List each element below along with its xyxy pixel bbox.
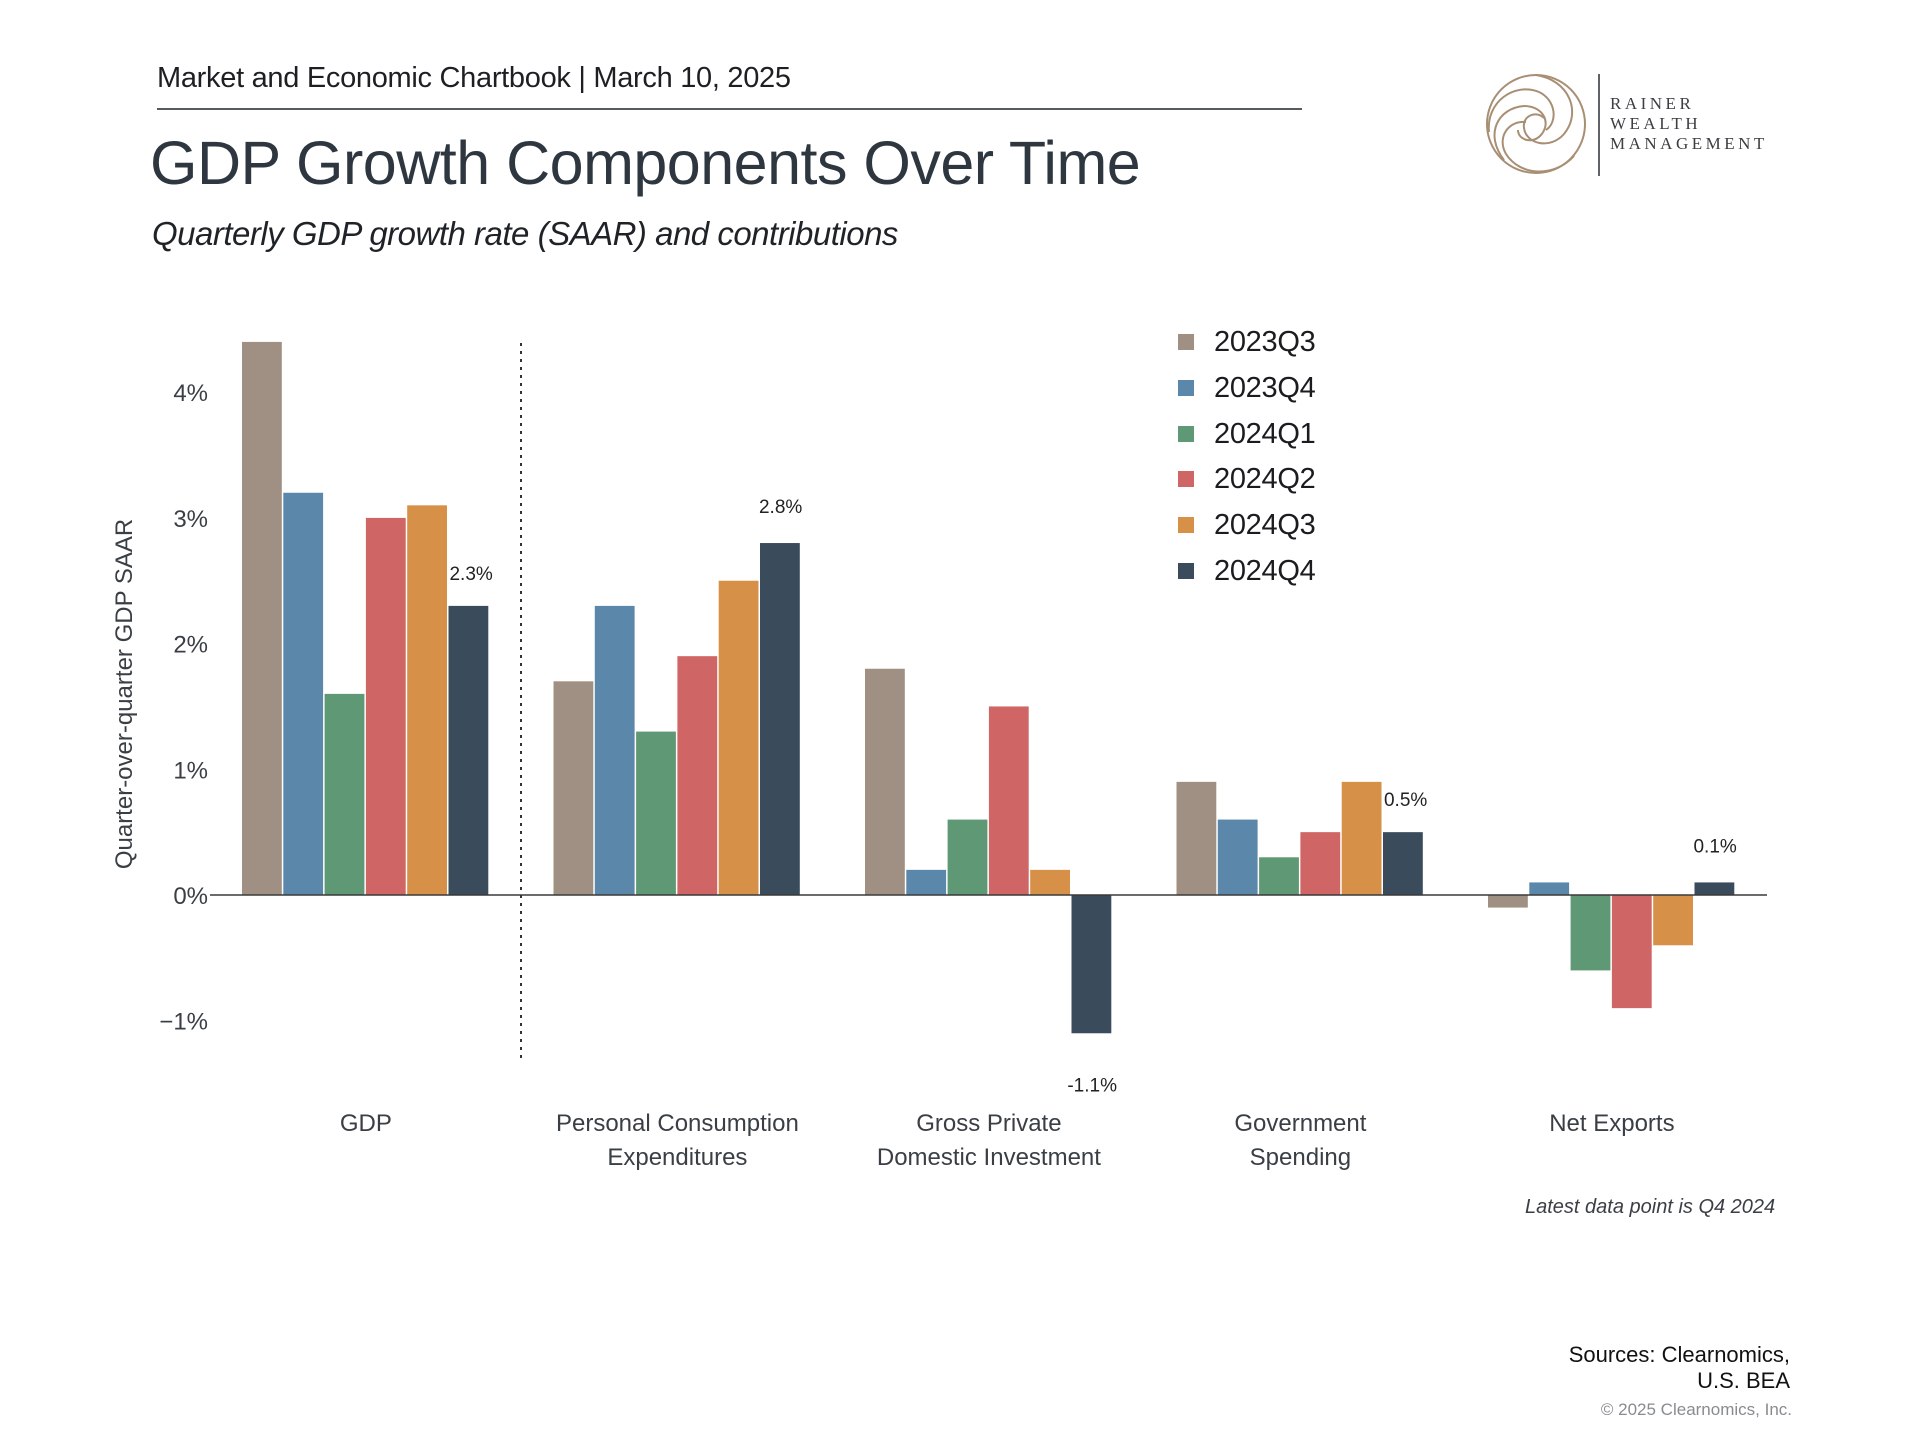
company-logo: RAINER WEALTH MANAGEMENT: [1484, 72, 1784, 182]
legend-item-2024q1: 2024Q1: [1178, 414, 1316, 454]
y-tick-label: 3%: [173, 506, 208, 533]
bar-2023q3-3: [1176, 781, 1217, 895]
header-divider: [157, 108, 1302, 110]
legend-label: 2024Q2: [1214, 462, 1316, 495]
legend-label: 2023Q3: [1214, 325, 1316, 358]
x-category-label: Expenditures: [607, 1144, 747, 1171]
bar-2024q1-4: [1570, 895, 1611, 971]
copyright: © 2025 Clearnomics, Inc.: [1600, 1400, 1792, 1419]
y-tick-label: 2%: [173, 632, 208, 659]
logo-text-line-1: RAINER: [1610, 94, 1695, 113]
legend-item-2024q2: 2024Q2: [1178, 459, 1316, 499]
page-title: GDP Growth Components Over Time: [150, 129, 1141, 197]
y-axis-ticks: −1% 0% 1% 2% 3% 4%: [159, 380, 208, 1035]
x-axis-category-labels: GDP Personal Consumption Expenditures Gross…: [340, 1110, 1675, 1171]
bar-2024q4-0: [448, 605, 489, 895]
data-label: 2.8%: [759, 497, 802, 518]
data-label: 0.5%: [1384, 790, 1427, 811]
legend-swatch: [1178, 471, 1194, 487]
logo-text-line-3: MANAGEMENT: [1610, 134, 1768, 153]
bar-2024q1-0: [324, 693, 365, 895]
data-label: -1.1%: [1067, 1075, 1117, 1096]
legend-label: 2024Q3: [1214, 508, 1316, 541]
legend-swatch: [1178, 334, 1194, 350]
sources-line-2: U.S. BEA: [1697, 1368, 1790, 1393]
bar-2024q4-3: [1383, 832, 1423, 895]
x-category-label: GDP: [340, 1110, 392, 1137]
sources: Sources: Clearnomics, U.S. BEA: [1569, 1342, 1790, 1394]
bar-2024q2-2: [988, 706, 1029, 895]
bar-2024q3-0: [407, 505, 447, 895]
bar-2024q4-2: [1071, 895, 1112, 1034]
legend-label: 2024Q1: [1214, 417, 1316, 450]
legend-swatch: [1178, 380, 1194, 396]
x-category-label: Personal Consumption: [556, 1110, 799, 1137]
bar-2024q3-3: [1341, 781, 1382, 895]
legend-swatch: [1178, 563, 1194, 579]
bar-2024q2-4: [1611, 895, 1652, 1009]
bar-2023q3-4: [1488, 895, 1528, 908]
x-category-label: Net Exports: [1549, 1110, 1674, 1137]
bar-2023q4-2: [906, 869, 947, 895]
bar-2024q3-1: [718, 580, 759, 895]
sources-line-1: Sources: Clearnomics,: [1568, 1342, 1790, 1367]
bar-2024q1-3: [1259, 857, 1299, 895]
x-category-label: Gross Private: [916, 1110, 1061, 1137]
x-category-label: Domestic Investment: [877, 1144, 1101, 1171]
latest-data-note: Latest data point is Q4 2024: [1525, 1196, 1776, 1218]
legend-item-2024q4: 2024Q4: [1178, 551, 1316, 591]
legend-swatch: [1178, 426, 1194, 442]
bar-2023q3-0: [242, 341, 282, 895]
bar-2023q4-4: [1529, 882, 1570, 895]
bar-2023q4-1: [594, 605, 635, 895]
bar-2024q4-1: [760, 543, 800, 895]
bar-2023q4-0: [283, 492, 324, 895]
logo-divider: [1598, 74, 1600, 176]
page-subtitle: Quarterly GDP growth rate (SAAR) and con…: [152, 215, 898, 252]
logo-text-line-2: WEALTH: [1610, 114, 1702, 133]
bar-2023q3-2: [865, 668, 905, 895]
bar-2023q4-3: [1217, 819, 1258, 895]
y-tick-label: −1%: [159, 1009, 208, 1036]
legend-item-2023q3: 2023Q3: [1178, 322, 1316, 362]
chartbook-header: Market and Economic Chartbook | March 10…: [157, 62, 791, 94]
y-tick-label: 0%: [173, 883, 208, 910]
bar-2024q2-0: [365, 517, 406, 895]
spiral-logo-icon: [1486, 74, 1586, 174]
bar-2024q2-3: [1300, 832, 1341, 895]
bar-2024q2-1: [677, 656, 718, 895]
bar-2024q3-2: [1030, 869, 1070, 895]
y-tick-label: 1%: [173, 757, 208, 784]
x-category-label: Spending: [1250, 1144, 1351, 1171]
bar-2024q3-4: [1653, 895, 1693, 946]
legend-swatch: [1178, 517, 1194, 533]
bar-2024q4-4: [1694, 882, 1735, 895]
data-labels: 2.3% 2.8% -1.1% 0.5% 0.1%: [449, 497, 1736, 1096]
x-category-label: Government: [1234, 1110, 1366, 1137]
bar-2023q3-1: [553, 681, 594, 895]
data-label: 0.1%: [1693, 836, 1736, 857]
y-tick-label: 4%: [173, 380, 208, 407]
legend-item-2024q3: 2024Q3: [1178, 505, 1316, 545]
bar-2024q1-1: [636, 731, 676, 895]
legend-label: 2023Q4: [1214, 371, 1316, 404]
legend-label: 2024Q4: [1214, 554, 1316, 587]
data-label: 2.3%: [449, 564, 492, 585]
bar-2024q1-2: [947, 819, 988, 895]
bars: [242, 341, 1735, 1034]
legend-item-2023q4: 2023Q4: [1178, 368, 1316, 408]
